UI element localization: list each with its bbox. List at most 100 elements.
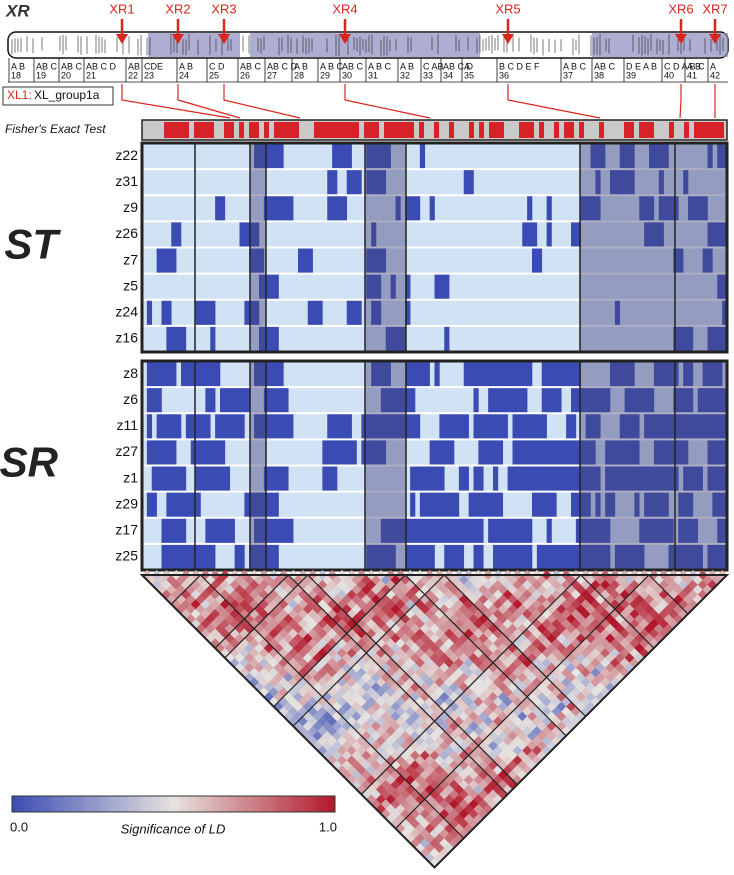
genotype-cell (614, 439, 621, 466)
genotype-cell (380, 543, 387, 570)
genotype-cell (712, 491, 718, 518)
genotype-cell (444, 439, 450, 466)
genotype-cell (468, 169, 474, 196)
legend-min: 0.0 (10, 819, 28, 834)
marker-head (116, 34, 128, 44)
genotype-cell (663, 413, 669, 440)
genotype-cell (653, 413, 660, 440)
genotype-cell (307, 247, 313, 274)
genotype-cell (575, 465, 582, 492)
genotype-cell (590, 195, 596, 222)
genotype-cell (541, 361, 547, 388)
genotype-cell (371, 143, 377, 170)
genotype-cell (683, 491, 689, 518)
genotype-cell (512, 517, 518, 544)
genotype-cell (629, 387, 635, 414)
genotype-cell (649, 413, 655, 440)
genotype-cell (717, 517, 723, 544)
genotype-cell (317, 299, 323, 326)
region-shade (675, 361, 727, 570)
genotype-cell (205, 543, 211, 570)
genotype-cell (405, 413, 411, 440)
genotype-cell (663, 361, 669, 388)
genotype-cell (668, 517, 674, 544)
genotype-cell (551, 361, 557, 388)
genotype-cell (658, 361, 664, 388)
genotype-cell (166, 465, 172, 492)
genotype-cell (668, 543, 674, 570)
genotype-cell (473, 387, 479, 414)
genotype-cell (624, 543, 630, 570)
genotype-cell (341, 439, 348, 466)
ld-block-line (404, 574, 567, 737)
genotype-cell (215, 413, 221, 440)
genotype-cell (405, 195, 411, 222)
genotype-cell (298, 247, 304, 274)
genotype-cell (244, 491, 250, 518)
genotype-cell (195, 361, 201, 388)
genotype-cell (332, 439, 338, 466)
genotype-cell (649, 387, 655, 414)
genotype-cell (722, 543, 728, 570)
fisher-cell (539, 122, 544, 138)
genotype-cell (454, 491, 460, 518)
genotype-cell (473, 413, 479, 440)
genotype-cell (463, 517, 469, 544)
marker-head (502, 34, 514, 44)
genotype-cell (268, 465, 274, 492)
genotype-cell (288, 517, 294, 544)
genotype-cell (571, 221, 577, 248)
row-label: z1 (123, 469, 138, 485)
row-label: z29 (115, 495, 138, 511)
genotype-cell (400, 517, 406, 544)
genotype-cell (390, 325, 396, 352)
genotype-cell (473, 361, 479, 388)
region-shade (580, 143, 675, 352)
genotype-cell (575, 439, 582, 466)
genotype-cell (585, 439, 591, 466)
region-shade (250, 361, 266, 570)
genotype-cell (619, 169, 625, 196)
genotype-cell (405, 517, 411, 544)
genotype-cell (268, 543, 274, 570)
genotype-cell (239, 413, 245, 440)
genotype-cell (688, 325, 694, 352)
genotype-cell (605, 387, 611, 414)
genotype-cell (410, 491, 416, 518)
fisher-cell (599, 122, 604, 138)
genotype-cell (502, 517, 508, 544)
ld-block-line (214, 574, 289, 649)
genotype-cell (171, 543, 177, 570)
genotype-cell (346, 413, 352, 440)
genotype-cell (712, 361, 718, 388)
genotype-cell (497, 491, 504, 518)
genotype-cell (283, 517, 289, 544)
genotype-cell (273, 195, 279, 222)
row-label: z5 (123, 277, 138, 293)
genotype-cell (473, 491, 479, 518)
genotype-cell (156, 439, 162, 466)
genotype-cell (722, 387, 728, 414)
genotype-cell (580, 195, 586, 222)
row-label: z11 (116, 417, 138, 433)
fisher-cell (434, 122, 439, 138)
genotype-cell (307, 299, 313, 326)
genotype-cell (390, 387, 396, 414)
band-letters: A B (179, 61, 193, 71)
genotype-cell (683, 413, 689, 440)
genotype-cell (644, 195, 650, 222)
ld-block-line (360, 574, 582, 795)
ld-block-line (307, 574, 518, 786)
genotype-cell (600, 517, 606, 544)
genotype-cell (176, 413, 182, 440)
genotype-cell (532, 221, 538, 248)
genotype-cell (639, 387, 645, 414)
band-letters: CDE (144, 61, 163, 71)
region-shade (250, 143, 266, 352)
band-letters: A B C (563, 61, 587, 71)
fisher-cell (324, 122, 329, 138)
genotype-cell (190, 543, 196, 570)
genotype-cell (532, 413, 538, 440)
genotype-cell (283, 387, 289, 414)
genotype-cell (332, 465, 338, 492)
